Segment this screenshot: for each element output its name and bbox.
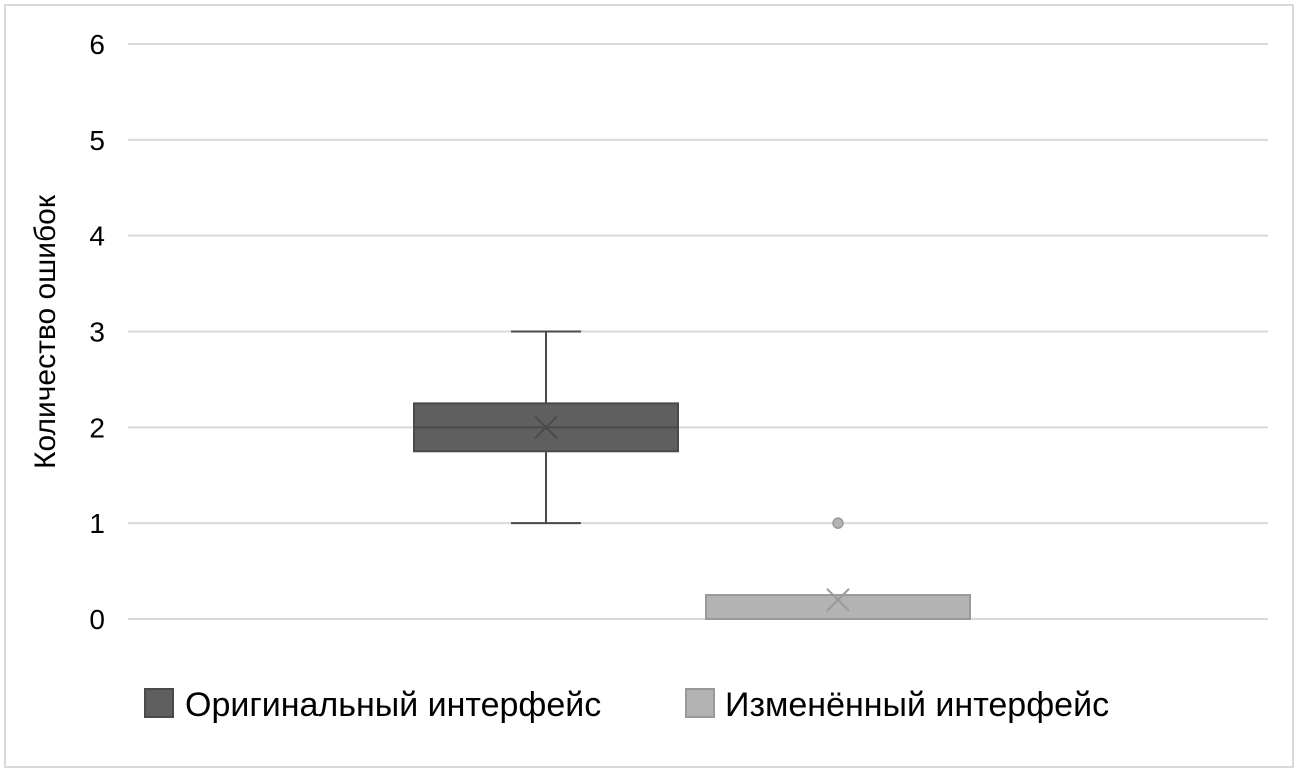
legend-swatch-original (144, 688, 174, 718)
chart-frame (4, 4, 1294, 768)
gridlines (128, 43, 1268, 620)
mean-marker (826, 588, 850, 612)
box-1 (705, 517, 971, 621)
outlier-point (832, 517, 844, 529)
legend-swatch-modified (685, 688, 715, 718)
mean-marker (534, 415, 558, 440)
y-axis-title: Количество ошибок (29, 194, 62, 469)
legend-label-modified: Изменённый интерфейс (725, 686, 1109, 724)
y-tick-label: 5 (89, 125, 105, 156)
legend-label-original: Оригинальный интерфейс (185, 686, 601, 724)
y-tick-label: 4 (89, 221, 105, 252)
legend: Оригинальный интерфейс Изменённый интерф… (144, 686, 1109, 724)
boxes (413, 330, 971, 621)
box-0 (413, 330, 679, 525)
y-tick-label: 6 (89, 29, 105, 60)
y-tick-labels: 0 1 2 3 4 5 6 (89, 29, 105, 635)
y-tick-label: 0 (89, 604, 105, 635)
y-tick-label: 3 (89, 317, 105, 348)
y-tick-label: 2 (89, 412, 105, 443)
y-tick-label: 1 (89, 508, 105, 539)
